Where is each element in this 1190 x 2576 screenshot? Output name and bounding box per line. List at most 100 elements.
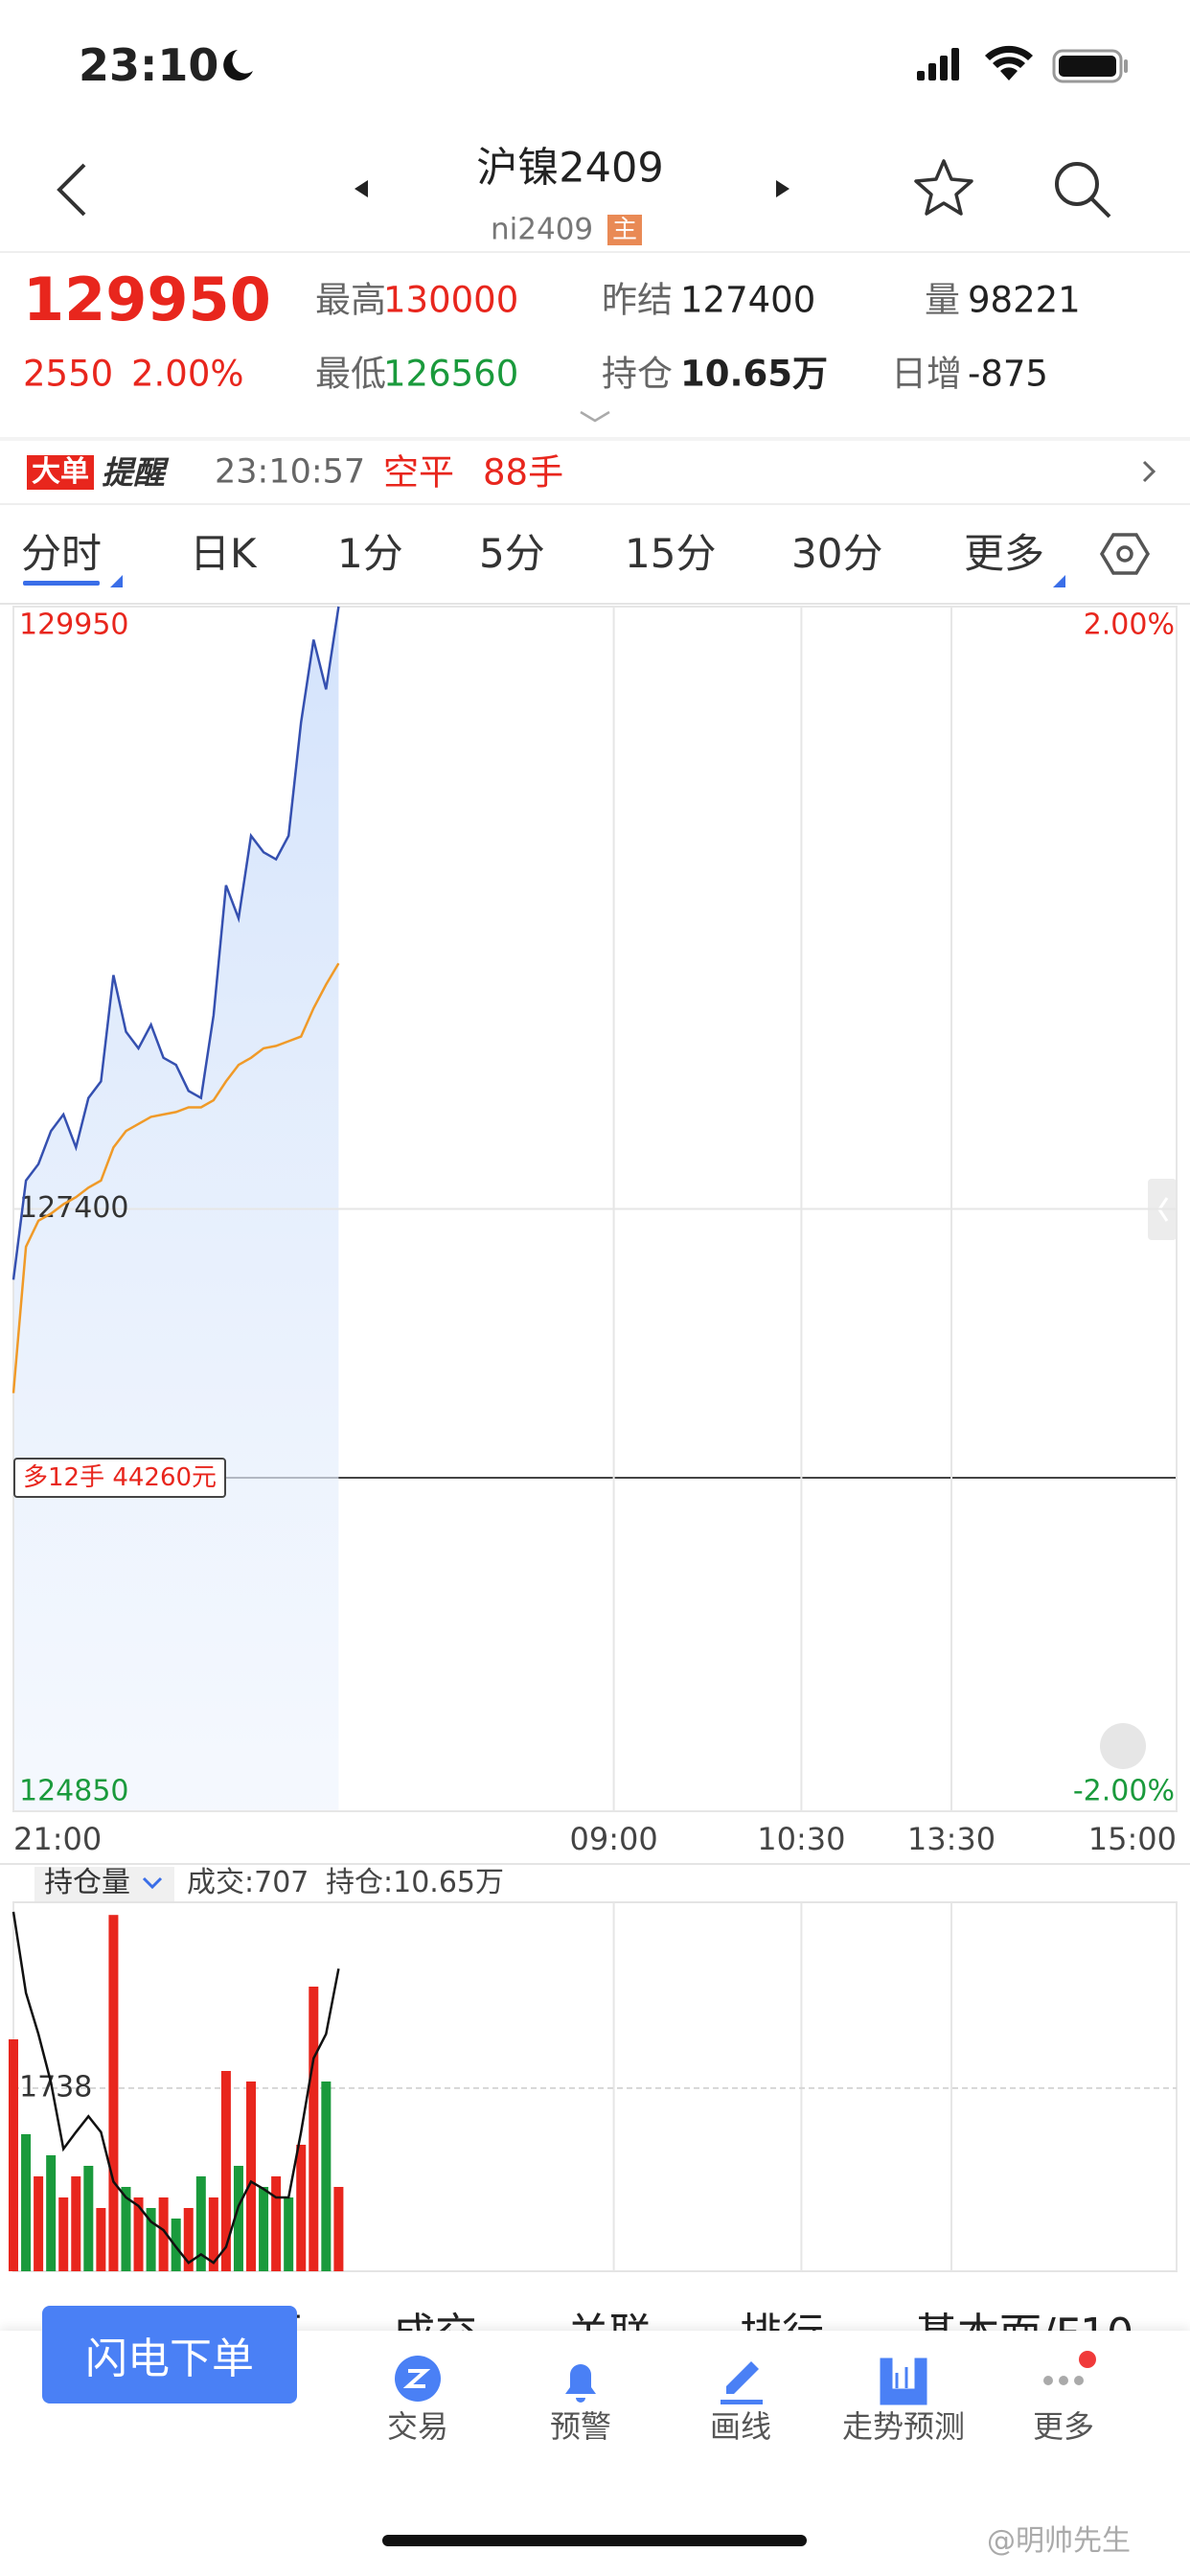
volume-bar	[146, 2208, 156, 2271]
volume-bar	[233, 2166, 243, 2271]
nav-item[interactable]: 走势预测	[841, 2408, 966, 2445]
y2-tick-label: -2.00%	[1073, 1775, 1175, 1808]
stat-label: 持仓	[602, 353, 673, 395]
bottom-bar: 闪电下单 交易 预警 画线 走势预测 更多 @明帅先生	[0, 2306, 1190, 2576]
nav-item[interactable]: 预警	[549, 2408, 612, 2445]
volume-bar	[46, 2155, 57, 2271]
watermark: @明帅先生	[987, 2524, 1131, 2558]
prev-contract[interactable]	[355, 180, 368, 197]
alarm-icon	[565, 2364, 596, 2403]
nav-icons	[395, 2351, 1096, 2405]
plot-layer: 21:00 09:00 10:30 13:30 15:00 124850 127400 129…	[9, 606, 1178, 2272]
draw-icon	[726, 2361, 759, 2394]
contract-code: ni2409	[491, 212, 594, 247]
alert-action: 空平	[383, 451, 454, 494]
tab[interactable]: 15分	[625, 530, 717, 577]
x-tick-label: 09:00	[569, 1821, 657, 1857]
volume-bar	[21, 2134, 32, 2271]
trade-icon-mark	[402, 2369, 431, 2388]
nav-item[interactable]: 画线	[709, 2408, 772, 2445]
x-tick-label: 15:00	[1088, 1821, 1177, 1857]
volume-bar	[121, 2187, 131, 2271]
zoom-button[interactable]	[1100, 1723, 1146, 1769]
tab[interactable]: 分时	[21, 530, 103, 577]
next-contract[interactable]	[776, 180, 790, 197]
search-handle	[1089, 196, 1111, 218]
x-tick-label: 13:30	[907, 1821, 995, 1857]
battery-frame	[1052, 49, 1123, 83]
forecast-icon	[880, 2358, 927, 2405]
volume-bar	[321, 2082, 332, 2271]
alert-volume: 88手	[483, 451, 564, 494]
divider	[0, 437, 1190, 441]
stat-value: -875	[968, 353, 1048, 395]
tab[interactable]: 30分	[791, 530, 883, 577]
search-button[interactable]	[1055, 162, 1099, 206]
tab-triangle	[1053, 575, 1065, 587]
volume-bar	[133, 2197, 144, 2271]
price-change-percent: 2.00%	[131, 353, 244, 395]
back-button[interactable]	[57, 163, 86, 217]
volume-bar	[259, 2187, 269, 2271]
volume-bar	[71, 2176, 81, 2271]
more-dot	[1043, 2376, 1053, 2385]
volume-bar	[220, 2071, 231, 2271]
series-line	[11, 962, 340, 1393]
stat-label: 昨结	[602, 279, 673, 321]
y-tick-label: 127400	[19, 1191, 129, 1225]
position-label: 多12手 44260元	[13, 1458, 227, 1498]
y-tick-label: 124850	[19, 1775, 129, 1808]
stat-label: 日增	[891, 353, 962, 395]
last-price: 129950	[23, 264, 271, 334]
x-tick-label: 21:00	[13, 1821, 102, 1857]
nav-item[interactable]: 交易	[386, 2408, 449, 2445]
indicator-value: 持仓:10.65万	[326, 1866, 504, 1899]
stat-label: 量	[925, 279, 960, 321]
quick-order-button[interactable]: 闪电下单	[42, 2306, 297, 2404]
signal-bar	[940, 56, 948, 80]
volume-bar	[309, 1987, 319, 2271]
favorite-button[interactable]	[914, 159, 973, 216]
contract-title: 沪镍2409	[476, 144, 664, 193]
x-tick-label: 10:30	[757, 1821, 845, 1857]
signal-bar	[951, 48, 959, 80]
y-tick-label: 129950	[19, 609, 129, 642]
expand-arrow[interactable]	[580, 410, 610, 423]
settings-dot	[1116, 545, 1133, 563]
tab[interactable]: 5分	[479, 530, 545, 577]
price-change: 2550	[23, 353, 114, 395]
battery-cap	[1124, 59, 1128, 73]
tab[interactable]: 更多	[964, 530, 1045, 577]
settings-button[interactable]	[1099, 533, 1151, 575]
stat-value: 127400	[680, 279, 816, 321]
alert-tag: 大单	[27, 455, 94, 490]
alert-time: 23:10:57	[215, 452, 366, 492]
y-tick-label: 1738	[19, 2070, 92, 2104]
indicator-name[interactable]: 持仓量	[44, 1866, 130, 1899]
stat-label: 最高	[315, 279, 386, 321]
volume-bar	[284, 2197, 294, 2271]
alert-more[interactable]	[1142, 460, 1156, 483]
main-badge: 主	[607, 215, 643, 245]
volume-bar	[195, 2176, 206, 2271]
nav-item[interactable]: 更多	[1032, 2408, 1095, 2445]
stat-value: 130000	[383, 279, 519, 321]
volume-bar	[83, 2166, 94, 2271]
tab-triangle	[110, 575, 123, 587]
volume-bar	[58, 2197, 69, 2271]
draw-icon-base	[721, 2400, 763, 2404]
signal-bar	[917, 71, 925, 80]
volume-bar	[333, 2187, 344, 2271]
volume-bar	[246, 2082, 257, 2271]
stat-value: 98221	[968, 279, 1081, 321]
battery-level	[1059, 56, 1116, 77]
home-indicator	[382, 2535, 807, 2546]
tab[interactable]: 日K	[190, 530, 257, 577]
tab[interactable]: 1分	[337, 530, 403, 577]
series-line	[11, 606, 340, 1280]
dropdown-arrow	[142, 1876, 163, 1890]
volume-bar	[96, 2208, 106, 2271]
badge-dot	[1079, 2351, 1096, 2368]
